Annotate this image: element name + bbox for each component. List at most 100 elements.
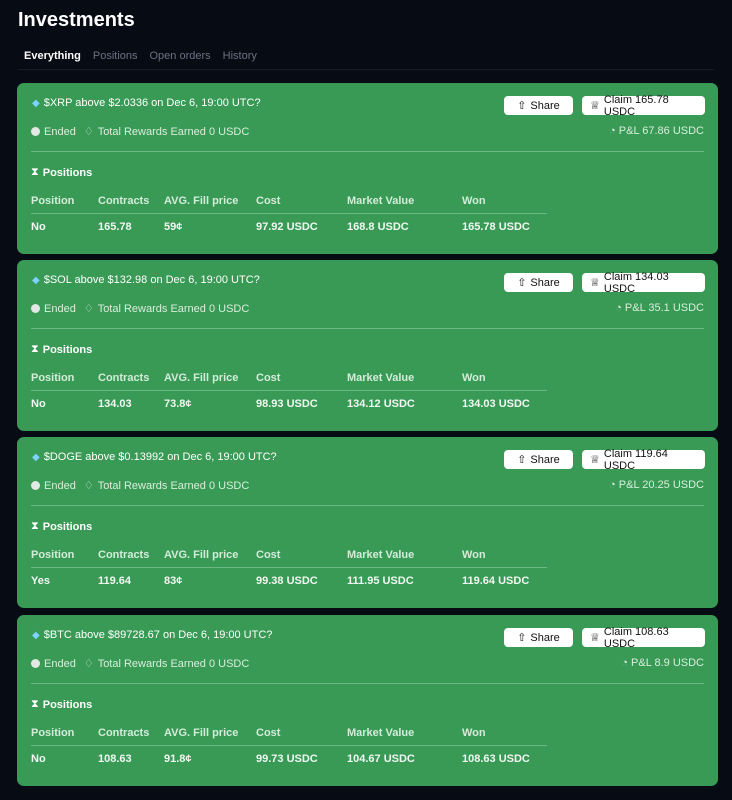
claim-button[interactable]: ♕ Claim 108.63 USDC: [582, 626, 705, 650]
table-cell: 98.93 USDC: [256, 398, 318, 410]
tab-open-orders[interactable]: Open orders: [149, 50, 211, 62]
hourglass-icon: ⧗: [31, 343, 39, 355]
pnl: ◔ P&L 67.86 USDC: [609, 125, 704, 137]
column-header: Cost: [256, 372, 281, 384]
column-header: AVG. Fill price: [164, 195, 239, 207]
diamond-icon: ◆: [32, 629, 40, 641]
market-title-text: $SOL above $132.98 on Dec 6, 19:00 UTC?: [43, 274, 260, 286]
status-badge: Ended: [44, 125, 76, 138]
ended-dot-icon: [31, 304, 40, 313]
table-cell: 134.03: [98, 398, 132, 410]
divider: [31, 151, 704, 152]
column-header: Cost: [256, 195, 281, 207]
table-cell: 108.63: [98, 753, 132, 765]
hourglass-icon: ⧗: [31, 698, 39, 710]
tab-positions[interactable]: Positions: [92, 50, 138, 62]
table-cell: No: [31, 398, 46, 410]
column-header: Contracts: [98, 727, 150, 739]
table-cell: Yes: [31, 575, 50, 587]
trophy-icon: ♕: [590, 100, 600, 112]
investment-card: ◆ $SOL above $132.98 on Dec 6, 19:00 UTC…: [17, 260, 718, 431]
share-button[interactable]: ⇧ Share: [504, 96, 573, 115]
tab-everything[interactable]: Everything: [24, 50, 81, 62]
table-cell: 165.78 USDC: [462, 221, 530, 233]
status-row: Ended ♢ Total Rewards Earned 0 USDC: [31, 302, 249, 315]
gem-icon: ♢: [83, 303, 94, 315]
diamond-icon: ◆: [32, 274, 40, 286]
table-cell: 99.73 USDC: [256, 753, 318, 765]
column-header: Won: [462, 549, 486, 561]
divider: [31, 328, 704, 329]
column-header: Cost: [256, 549, 281, 561]
table-cell: 59¢: [164, 221, 183, 233]
pnl: ◔ P&L 20.25 USDC: [609, 479, 704, 491]
share-button[interactable]: ⇧ Share: [504, 450, 573, 469]
table-cell: 99.38 USDC: [256, 575, 318, 587]
column-header: Won: [462, 727, 486, 739]
status-row: Ended ♢ Total Rewards Earned 0 USDC: [31, 479, 249, 492]
page-title: Investments: [18, 9, 135, 31]
table-cell: 97.92 USDC: [256, 221, 318, 233]
column-header: Won: [462, 195, 486, 207]
table-cell: 73.8¢: [164, 398, 192, 410]
claim-button[interactable]: ♕ Claim 165.78 USDC: [582, 94, 705, 118]
table-cell: 165.78: [98, 221, 132, 233]
status-row: Ended ♢ Total Rewards Earned 0 USDC: [31, 125, 249, 138]
status-row: Ended ♢ Total Rewards Earned 0 USDC: [31, 657, 249, 670]
status-badge: Ended: [44, 657, 76, 670]
ended-dot-icon: [31, 481, 40, 490]
column-header: Market Value: [347, 372, 415, 384]
table-cell: 134.03 USDC: [462, 398, 530, 410]
table-cell: 104.67 USDC: [347, 753, 415, 765]
share-button[interactable]: ⇧ Share: [504, 273, 573, 292]
column-header: Position: [31, 727, 75, 739]
market-title: ◆ $XRP above $2.0336 on Dec 6, 19:00 UTC…: [32, 97, 261, 109]
table-divider: [31, 390, 547, 391]
claim-button[interactable]: ♕ Claim 134.03 USDC: [582, 271, 705, 295]
positions-heading: ⧗ Positions: [31, 520, 93, 533]
table-divider: [31, 567, 547, 568]
positions-heading: ⧗ Positions: [31, 166, 93, 179]
claim-button[interactable]: ♕ Claim 119.64 USDC: [582, 448, 705, 472]
positions-heading: ⧗ Positions: [31, 698, 93, 711]
table-cell: No: [31, 221, 46, 233]
diamond-icon: ◆: [32, 451, 40, 463]
trophy-icon: ♕: [590, 632, 600, 644]
market-title-text: $DOGE above $0.13992 on Dec 6, 19:00 UTC…: [43, 451, 277, 463]
share-button[interactable]: ⇧ Share: [504, 628, 573, 647]
clock-icon: ◔: [615, 302, 622, 314]
clock-icon: ◔: [609, 125, 616, 137]
column-header: Market Value: [347, 549, 415, 561]
table-cell: 168.8 USDC: [347, 221, 409, 233]
clock-icon: ◔: [621, 657, 628, 669]
column-header: AVG. Fill price: [164, 372, 239, 384]
column-header: Contracts: [98, 549, 150, 561]
share-icon: ⇧: [517, 454, 527, 466]
column-header: Position: [31, 549, 75, 561]
rewards-text: Total Rewards Earned 0 USDC: [97, 657, 250, 670]
market-title-text: $BTC above $89728.67 on Dec 6, 19:00 UTC…: [43, 629, 273, 641]
market-title-text: $XRP above $2.0336 on Dec 6, 19:00 UTC?: [43, 97, 261, 109]
divider: [31, 505, 704, 506]
rewards-text: Total Rewards Earned 0 USDC: [97, 302, 250, 315]
tab-history[interactable]: History: [222, 50, 257, 62]
share-icon: ⇧: [517, 632, 527, 644]
rewards-text: Total Rewards Earned 0 USDC: [97, 479, 250, 492]
status-badge: Ended: [44, 479, 76, 492]
market-title: ◆ $BTC above $89728.67 on Dec 6, 19:00 U…: [32, 629, 272, 641]
status-badge: Ended: [44, 302, 76, 315]
column-header: Market Value: [347, 727, 415, 739]
table-cell: No: [31, 753, 46, 765]
table-cell: 119.64 USDC: [462, 575, 530, 587]
market-title: ◆ $SOL above $132.98 on Dec 6, 19:00 UTC…: [32, 274, 260, 286]
market-title: ◆ $DOGE above $0.13992 on Dec 6, 19:00 U…: [32, 451, 277, 463]
share-icon: ⇧: [517, 277, 527, 289]
hourglass-icon: ⧗: [31, 166, 39, 178]
gem-icon: ♢: [83, 658, 94, 670]
ended-dot-icon: [31, 659, 40, 668]
column-header: Won: [462, 372, 486, 384]
gem-icon: ♢: [83, 480, 94, 492]
table-cell: 134.12 USDC: [347, 398, 415, 410]
table-cell: 91.8¢: [164, 753, 192, 765]
ended-dot-icon: [31, 127, 40, 136]
